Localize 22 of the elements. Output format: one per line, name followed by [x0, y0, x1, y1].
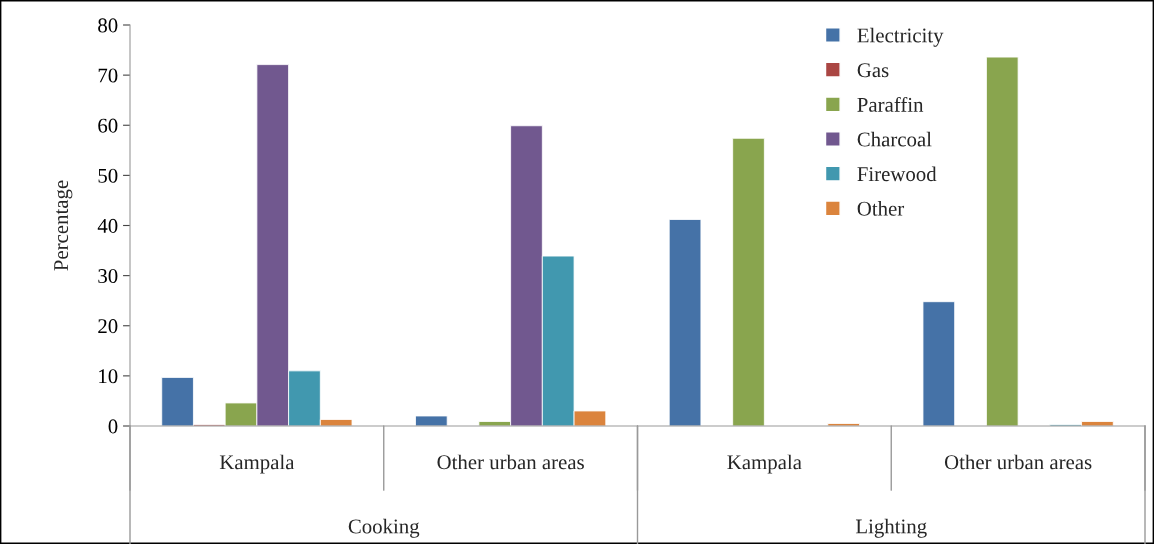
text: Cooking [348, 518, 420, 538]
legend-label: Electricity [857, 27, 944, 47]
y-tick-label: 80 [98, 18, 118, 33]
text: Lighting [855, 518, 927, 538]
x-tick-label: Other urban areas [437, 454, 584, 470]
y-tick-label: 30 [98, 269, 118, 284]
x-tick-label: Kampala [727, 454, 802, 474]
legend-label: Gas [857, 63, 889, 78]
legend-label: Charcoal [857, 131, 932, 147]
legend-label: Firewood [857, 166, 937, 182]
y-axis-title: Percentage [54, 180, 73, 271]
x-tick-label: Other urban areas [944, 454, 1092, 470]
y-tick-label: 40 [97, 218, 118, 233]
y-tick-label: 70 [98, 68, 118, 83]
x-tick-label: Kampala [219, 454, 295, 474]
legend-label: Other [857, 201, 905, 216]
y-tick-label: 60 [98, 118, 118, 133]
y-tick-label: 10 [99, 369, 118, 384]
y-tick-label: 20 [98, 319, 118, 334]
y-tick-label: 50 [98, 168, 118, 183]
legend-label: Paraffin [857, 96, 924, 112]
y-tick-label: 0 [108, 419, 118, 434]
